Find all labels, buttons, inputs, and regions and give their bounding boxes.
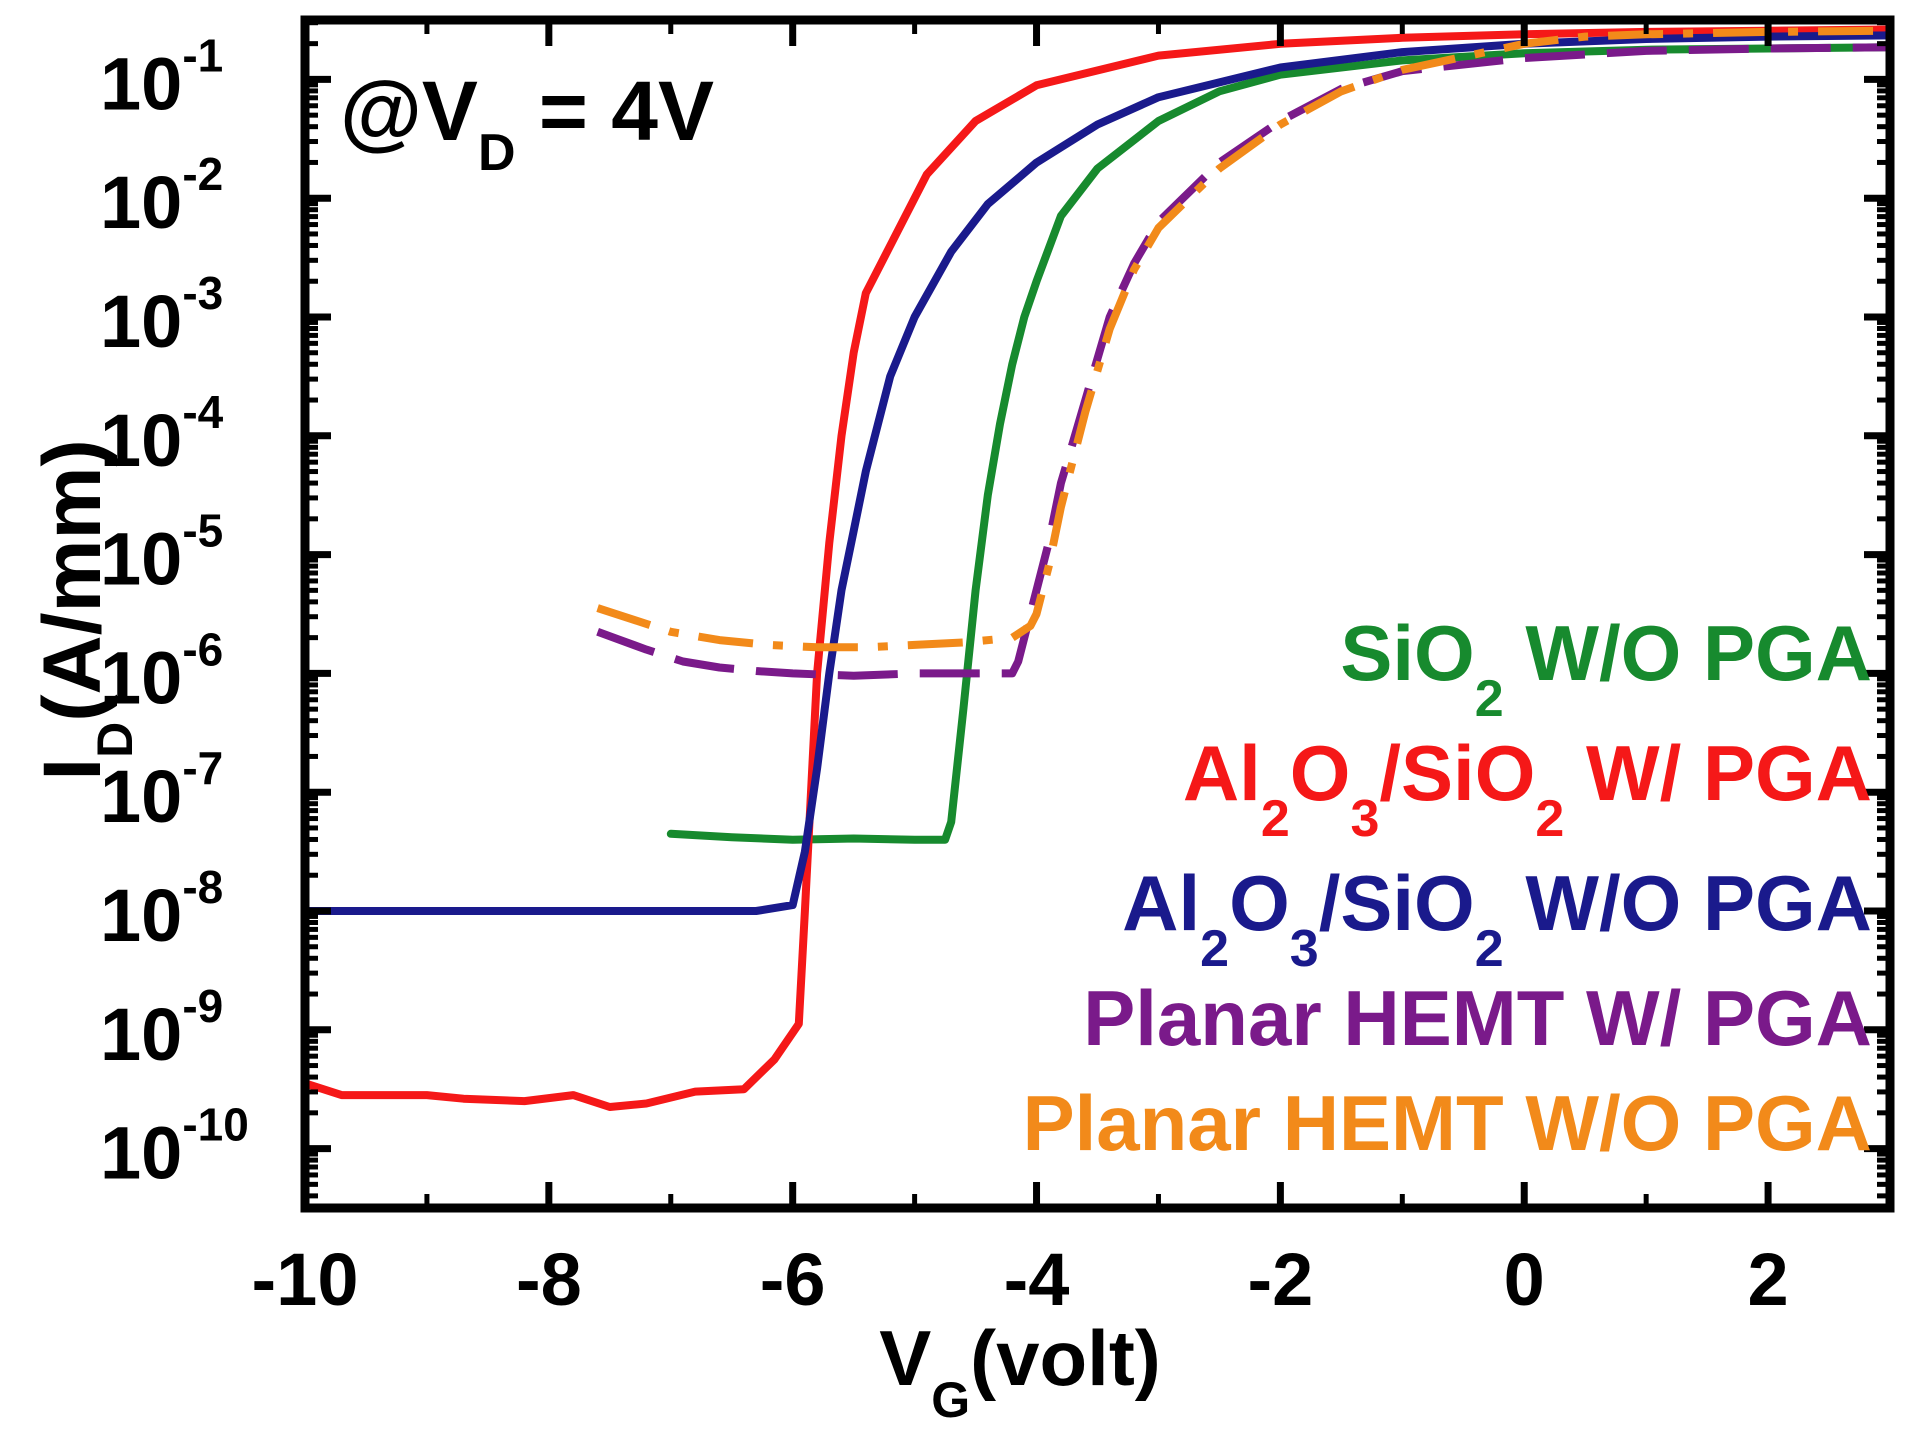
y-tick-label: 10-2 xyxy=(100,148,223,244)
y-tick-label: 10-4 xyxy=(100,386,224,482)
series-line-3 xyxy=(301,31,1894,915)
y-tick-label: 10-10 xyxy=(100,1099,249,1195)
y-tick-label: 10-5 xyxy=(100,505,223,601)
y-axis-ticks: 10-1 10-2 10-3 10-4 10-5 10-6 10-7 10-8 10-9 10-1… xyxy=(100,20,1890,1199)
legend-entry-1: SiO2 W/O PGA xyxy=(1340,609,1872,728)
legend-entry-3: Al2O3/SiO2 W/O PGA xyxy=(1122,859,1872,978)
bias-annotation: @VD = 4V xyxy=(340,64,714,182)
legend-entry-4: Planar HEMT W/ PGA xyxy=(1083,974,1872,1062)
series-line-1 xyxy=(666,43,1894,844)
axes-box xyxy=(300,15,1895,1213)
y-tick-label: 10-3 xyxy=(100,267,223,363)
y-tick-label: 10-1 xyxy=(100,29,223,125)
x-tick-label: -4 xyxy=(1004,1238,1070,1321)
x-tick-label: -6 xyxy=(760,1238,826,1321)
legend-entry-5: Planar HEMT W/O PGA xyxy=(1023,1079,1872,1167)
x-tick-label: -8 xyxy=(516,1238,582,1321)
y-tick-label: 10-7 xyxy=(100,742,223,838)
axis-labels: VG(volt) ID(A/mm) @VD = 4V xyxy=(27,64,1161,1428)
x-tick-label: 2 xyxy=(1747,1238,1788,1321)
series-line-5 xyxy=(596,26,1891,652)
y-tick-label: 10-8 xyxy=(100,861,223,957)
y-tick-label: 10-6 xyxy=(100,623,223,719)
x-tick-label: -10 xyxy=(252,1238,359,1321)
plot-frame xyxy=(300,15,1895,1213)
x-tick-label: 0 xyxy=(1504,1238,1545,1321)
y-tick-label: 10-9 xyxy=(100,980,223,1076)
x-axis-ticks: -10 -8 -6 -4 -2 0 2 xyxy=(252,20,1893,1321)
x-tick-label: -2 xyxy=(1247,1238,1313,1321)
x-axis-label: VG(volt) xyxy=(879,1314,1161,1428)
series-layer xyxy=(301,25,1894,1111)
y-axis-label: ID(A/mm) xyxy=(27,439,143,780)
legend-entry-2: Al2O3/SiO2 W/ PGA xyxy=(1183,729,1872,848)
